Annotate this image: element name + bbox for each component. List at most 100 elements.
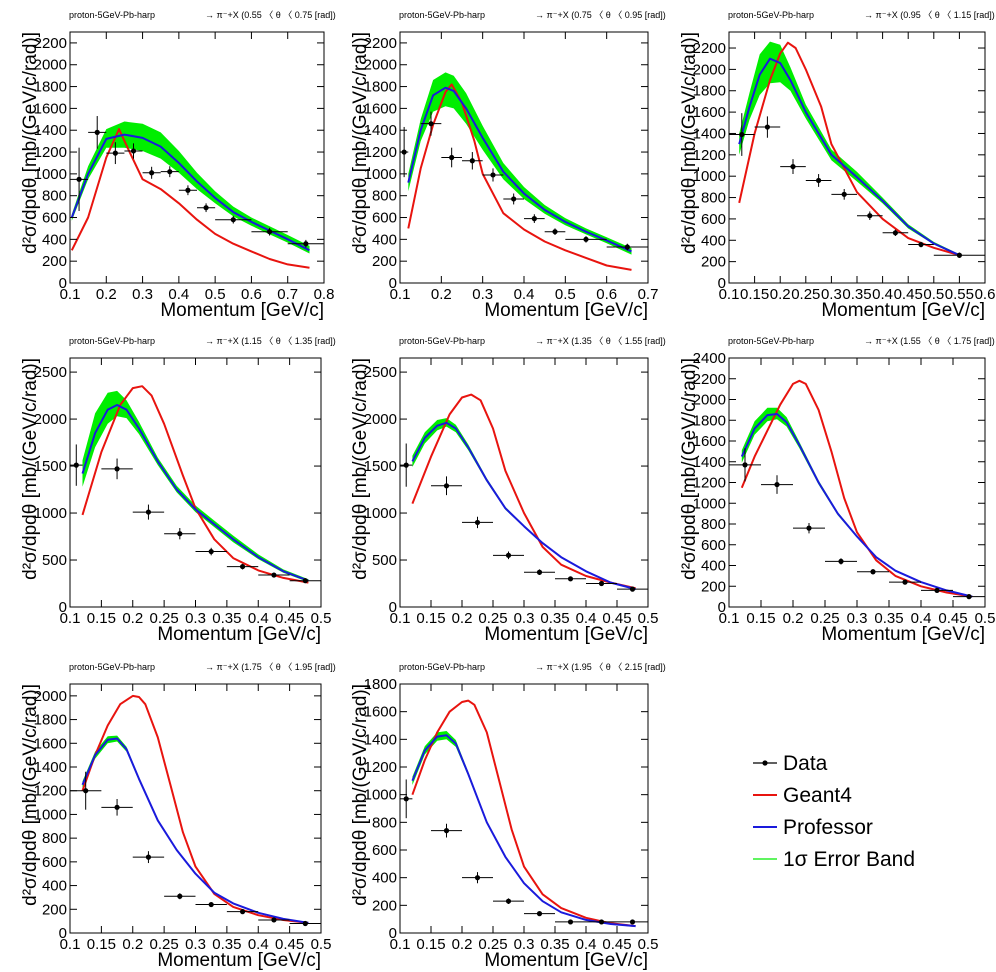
x-tick-label: 0.45 [938, 610, 967, 627]
error-band [82, 735, 309, 924]
data-point-marker [806, 525, 812, 531]
data-point-marker [149, 170, 155, 176]
plot-frame [728, 357, 986, 608]
chart-panel-8: proton-5GeV-Pb-harp → π⁻+X (1.95 〈 θ 〈 2.… [350, 662, 666, 971]
x-axis-label: Momentum [GeV/c] [484, 624, 648, 645]
y-tick-label: 1200 [364, 759, 397, 776]
data-point [251, 227, 288, 236]
y-tick-label: 200 [42, 253, 67, 270]
data-point [132, 504, 165, 520]
x-tick-label: 0.4 [168, 286, 189, 303]
data-point-marker [629, 919, 636, 925]
data-point-marker [598, 580, 605, 587]
y-tick-label: 1800 [693, 412, 726, 429]
plot-area [729, 41, 985, 258]
data-point-marker [203, 205, 209, 211]
data-point [933, 252, 985, 258]
plot-frame [69, 31, 325, 284]
x-tick-label: 0.25 [478, 936, 507, 953]
data-point [215, 215, 252, 224]
data-point-marker [208, 548, 214, 555]
data-point [164, 893, 196, 900]
data-point-marker [271, 917, 277, 923]
x-tick-label: 0.1 [390, 286, 411, 303]
plot-area [70, 116, 324, 269]
data-point [462, 516, 493, 529]
panel-title-selection: → π⁻+X (1.35 〈 θ 〈 1.55 [rad]) [535, 336, 666, 346]
x-tick-label: 0.35 [212, 610, 241, 627]
error-band [82, 390, 309, 583]
data-point-marker [598, 919, 605, 925]
data-point-marker [490, 172, 496, 178]
data-point-marker [271, 572, 277, 578]
y-tick-label: 1800 [364, 676, 397, 693]
data-point-marker [239, 563, 246, 570]
x-axis-label: Momentum [GeV/c] [484, 300, 648, 321]
y-tick-label: 200 [701, 578, 726, 595]
x-tick-label: 0.35 [540, 936, 569, 953]
plot-area [400, 72, 648, 271]
data-point-marker [505, 898, 512, 904]
x-tick-label: 0.2 [783, 610, 804, 627]
professor-curve [738, 57, 960, 257]
y-tick-label: 600 [372, 842, 397, 859]
data-point-marker [531, 216, 537, 222]
geant4-curve [740, 379, 973, 598]
x-tick-label: 0.7 [638, 286, 659, 303]
data-point-marker [902, 579, 908, 585]
plot-area [70, 385, 321, 584]
y-tick-label: 2500 [34, 364, 67, 381]
y-axis-label: d²σ/dpdθ [mb/(GeV/c/rad)] [679, 32, 700, 254]
y-tick-label: 1000 [364, 787, 397, 804]
y-tick-label: 2200 [34, 35, 67, 52]
panel-title-selection: → π⁻+X (0.75 〈 θ 〈 0.95 [rad]) [535, 10, 666, 20]
x-tick-label: 0.5 [311, 936, 332, 953]
error-band [408, 72, 632, 255]
x-tick-label: 0.1 [390, 610, 411, 627]
data-point [164, 528, 196, 540]
data-point [287, 239, 324, 248]
data-point-marker [114, 804, 120, 810]
data-point [431, 823, 462, 838]
data-point-marker [177, 893, 183, 899]
x-tick-label: 0.35 [212, 936, 241, 953]
data-point [101, 799, 133, 816]
legend-entry-band: 1σ Error Band [753, 848, 915, 871]
x-tick-label: 0.15 [87, 936, 116, 953]
y-tick-label: 200 [701, 254, 726, 271]
y-tick-label: 1200 [693, 475, 726, 492]
y-tick-label: 1800 [34, 712, 67, 729]
panel-title-selection: → π⁻+X (0.55 〈 θ 〈 0.75 [rad]) [205, 10, 336, 20]
y-tick-label: 0 [718, 599, 726, 616]
data-point-marker [94, 129, 100, 135]
data-point-marker [867, 213, 873, 219]
x-tick-label: 0.2 [770, 286, 791, 303]
y-tick-label: 0 [389, 599, 397, 616]
y-axis-label: d²σ/dpdθ [mb/(GeV/c/rad)] [679, 358, 700, 580]
y-tick-label: 400 [372, 231, 397, 248]
y-axis-label: d²σ/dpdθ [mb/(GeV/c/rad)] [20, 684, 41, 906]
data-point-marker [112, 150, 118, 156]
y-tick-label: 2000 [34, 688, 67, 705]
data-point [132, 851, 165, 864]
data-point-marker [302, 920, 308, 927]
data-point-marker [838, 558, 844, 564]
y-tick-label: 1500 [34, 458, 67, 475]
x-tick-label: 0.35 [540, 610, 569, 627]
x-tick-label: 0.1 [60, 610, 81, 627]
data-point [555, 576, 586, 582]
y-tick-label: 1200 [34, 783, 67, 800]
data-point-marker [892, 230, 899, 236]
data-point [70, 147, 89, 211]
x-tick-label: 0.45 [894, 286, 923, 303]
y-tick-label: 600 [701, 211, 726, 228]
y-tick-label: 1800 [693, 83, 726, 100]
x-tick-label: 0.6 [975, 286, 996, 303]
data-point-marker [505, 552, 512, 558]
geant4-curve [411, 393, 636, 590]
data-point [606, 243, 648, 251]
panel-title-selection: → π⁻+X (1.55 〈 θ 〈 1.75 [rad]) [864, 336, 995, 346]
error-band [739, 41, 960, 257]
y-tick-label: 400 [42, 231, 67, 248]
y-tick-label: 400 [701, 232, 726, 249]
